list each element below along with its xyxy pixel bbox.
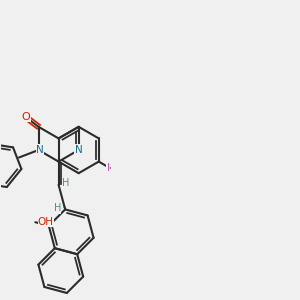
Text: I: I [107,163,110,173]
Text: OH: OH [38,217,54,227]
Text: O: O [21,112,30,122]
Text: H: H [54,203,61,214]
Text: N: N [75,145,83,155]
Text: N: N [36,145,44,155]
Text: H: H [62,178,70,188]
